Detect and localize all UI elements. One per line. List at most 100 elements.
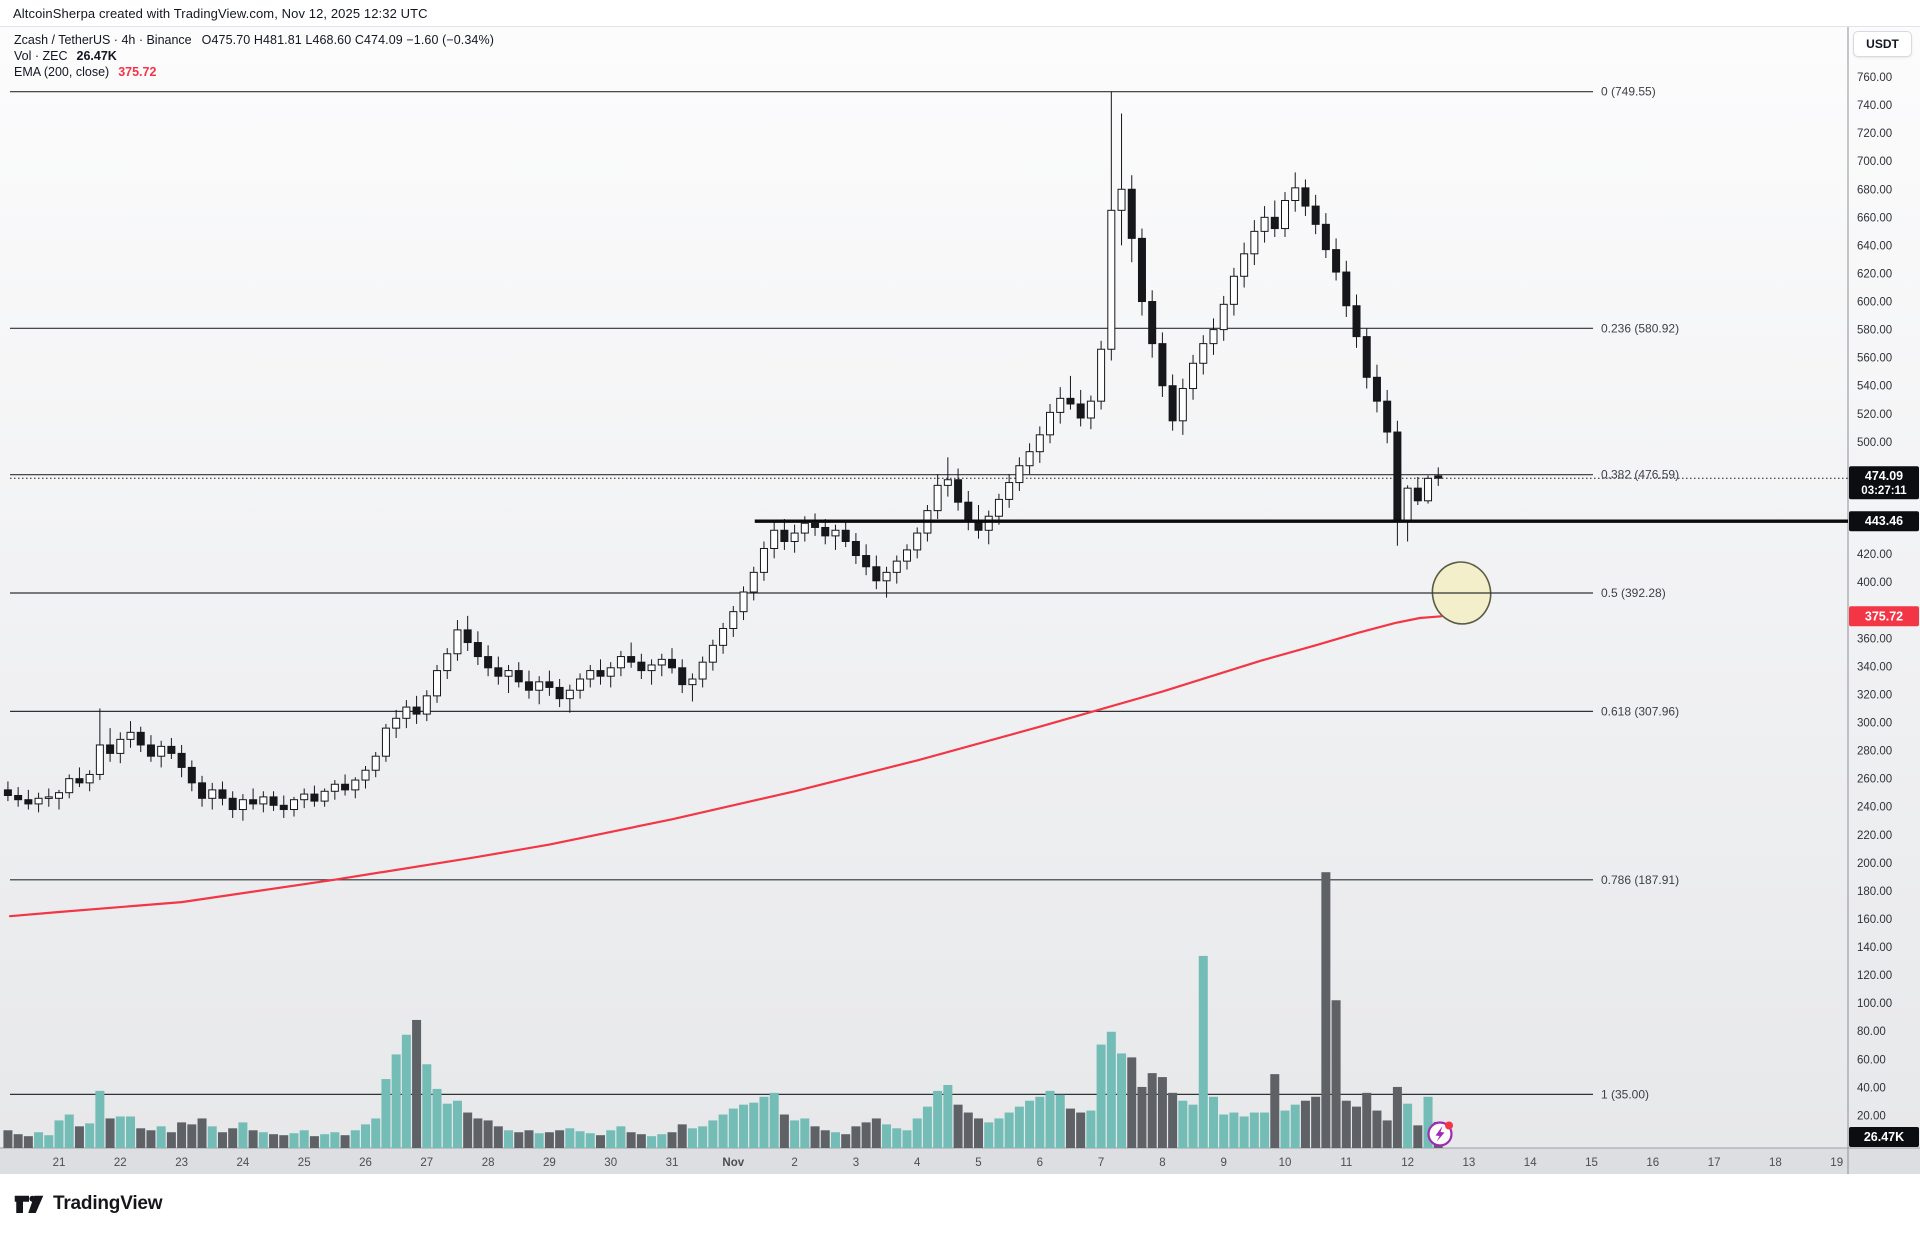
volume-bar xyxy=(74,1126,84,1148)
candle-body xyxy=(698,661,707,680)
footer-area xyxy=(0,1174,1920,1235)
ema-indicator-label: EMA (200, close) xyxy=(14,65,110,79)
candle-body xyxy=(954,479,963,503)
candle-body xyxy=(1260,216,1269,232)
legend-symbol-row[interactable]: Zcash / TetherUS · 4h · Binance O475.70 H… xyxy=(14,32,494,48)
legend-volume-row[interactable]: Vol · ZEC 26.47K xyxy=(14,48,494,64)
candle-body xyxy=(576,678,585,691)
price-tick-label: 640.00 xyxy=(1857,240,1892,252)
svg-text:443.46: 443.46 xyxy=(1865,514,1903,528)
badge-ema-price xyxy=(1849,606,1919,627)
volume-bar xyxy=(636,1134,646,1148)
candle-body xyxy=(136,731,145,746)
time-tick-label: 7 xyxy=(1098,1157,1104,1169)
plot-area xyxy=(3,91,1848,1148)
candle-body xyxy=(1291,187,1300,201)
volume-bar xyxy=(1321,872,1331,1148)
candle-body xyxy=(524,681,533,691)
candle-body xyxy=(851,540,860,557)
time-tick-label: 23 xyxy=(175,1157,188,1169)
volume-bar xyxy=(1025,1100,1035,1148)
volume-bar xyxy=(1014,1106,1024,1148)
candle-body xyxy=(678,667,687,686)
time-tick-label: 31 xyxy=(666,1157,679,1169)
price-tick-label: 80.00 xyxy=(1857,1026,1886,1038)
time-tick-label: 30 xyxy=(604,1157,617,1169)
volume-bar xyxy=(861,1122,871,1148)
price-tick-label: 680.00 xyxy=(1857,184,1892,196)
svg-text:26.47K: 26.47K xyxy=(1864,1130,1904,1144)
price-tick-label: 180.00 xyxy=(1857,886,1892,898)
volume-bar xyxy=(871,1118,881,1148)
price-tick-label: 100.00 xyxy=(1857,998,1892,1010)
price-tick-label: 360.00 xyxy=(1857,633,1892,645)
volume-bar xyxy=(1055,1094,1065,1148)
candle-body xyxy=(964,501,973,523)
candle-body xyxy=(514,670,523,683)
volume-bar xyxy=(1076,1112,1086,1148)
volume-bar xyxy=(54,1120,64,1148)
candle-body xyxy=(841,529,850,542)
time-tick-label: 14 xyxy=(1524,1157,1537,1169)
svg-text:375.72: 375.72 xyxy=(1865,609,1903,623)
legend-ema-row[interactable]: EMA (200, close) 375.72 xyxy=(14,64,494,80)
time-tick-label: 21 xyxy=(53,1157,66,1169)
time-tick-label: 24 xyxy=(237,1157,250,1169)
candle-body xyxy=(106,744,115,754)
currency-toggle-button[interactable]: USDT xyxy=(1853,31,1912,57)
candle-body xyxy=(1281,199,1290,230)
candle-body xyxy=(116,738,125,754)
candle-body xyxy=(545,681,554,688)
volume-bar xyxy=(136,1128,146,1148)
volume-bar xyxy=(1352,1106,1362,1148)
candle-body xyxy=(902,549,911,562)
volume-bar xyxy=(647,1136,657,1148)
volume-bar xyxy=(595,1135,605,1148)
candle-body xyxy=(1035,434,1044,453)
candle-body xyxy=(627,656,636,663)
fib-label: 0 (749.55) xyxy=(1601,85,1656,99)
candle-body xyxy=(1321,223,1330,251)
volume-bar xyxy=(432,1088,442,1148)
candle-body xyxy=(616,656,625,669)
candle-body xyxy=(279,804,288,811)
volume-bar xyxy=(1362,1092,1372,1148)
volume-bar xyxy=(177,1122,187,1148)
candle-body xyxy=(1352,305,1361,338)
tradingview-logo[interactable]: TradingView xyxy=(14,1193,163,1215)
candle-body xyxy=(596,670,605,677)
fib-label: 0.5 (392.28) xyxy=(1601,586,1666,600)
candle-body xyxy=(1342,271,1351,307)
candle-body xyxy=(65,778,74,794)
candle-body xyxy=(75,778,84,784)
title-bar: AltcoinSherpa created with TradingView.c… xyxy=(0,0,1920,27)
volume-bar xyxy=(667,1132,677,1148)
volume-bar xyxy=(279,1135,289,1148)
volume-bar xyxy=(361,1124,371,1148)
candle-body xyxy=(3,789,12,796)
candle-body xyxy=(300,793,309,801)
volume-bar xyxy=(1086,1110,1096,1148)
time-tick-label: 16 xyxy=(1646,1157,1659,1169)
candle-body xyxy=(146,744,155,757)
candle-body xyxy=(422,695,431,715)
candle-body xyxy=(984,515,993,531)
volume-bar xyxy=(759,1096,769,1148)
volume-bar xyxy=(1157,1077,1167,1148)
candle-body xyxy=(238,799,247,811)
fib-label: 1 (35.00) xyxy=(1601,1087,1649,1101)
price-badges: 474.09 03:27:11 443.46 375.72 26.47K xyxy=(1849,466,1919,1147)
time-tick-label: 18 xyxy=(1769,1157,1782,1169)
time-tick-label: 17 xyxy=(1708,1157,1721,1169)
volume-bar xyxy=(1423,1096,1433,1148)
volume-bar xyxy=(585,1133,595,1148)
volume-bar xyxy=(238,1122,248,1148)
flash-icon[interactable] xyxy=(1427,1121,1454,1147)
volume-bar xyxy=(197,1118,207,1148)
candle-body xyxy=(892,560,901,573)
price-tick-label: 620.00 xyxy=(1857,268,1892,280)
candle-body xyxy=(1362,336,1371,378)
candle-body xyxy=(289,799,298,811)
volume-bar xyxy=(269,1134,279,1148)
